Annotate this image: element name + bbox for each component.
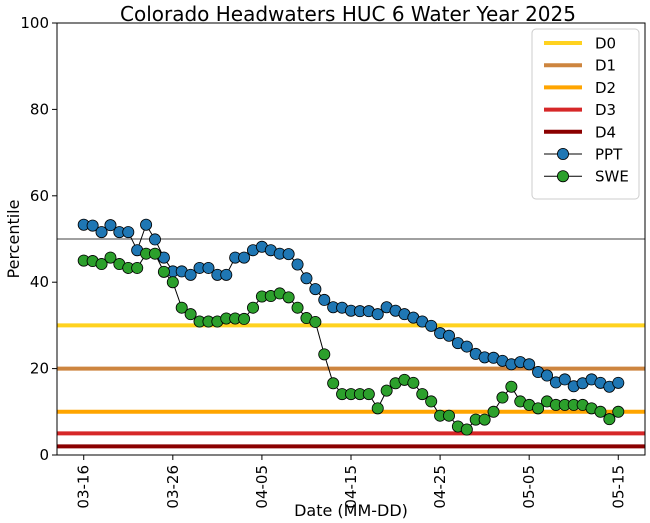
y-tick-label: 0 <box>39 446 49 464</box>
legend-swatch-marker-swe <box>557 170 570 183</box>
data-point-ppt <box>425 319 438 332</box>
data-point-swe <box>362 388 375 401</box>
data-point-ppt <box>122 226 135 239</box>
x-axis-label: Date (MM-DD) <box>294 501 408 520</box>
y-tick-label: 100 <box>20 14 49 32</box>
data-point-swe <box>238 312 251 325</box>
x-tick-label: 03-26 <box>164 465 182 509</box>
data-point-swe <box>612 405 625 418</box>
data-point-swe <box>442 409 455 422</box>
data-point-ppt <box>95 226 108 239</box>
data-point-ppt <box>140 218 153 231</box>
data-point-swe <box>603 413 616 426</box>
legend-label-d0: D0 <box>595 35 616 53</box>
y-tick-label: 60 <box>30 187 49 205</box>
data-point-ppt <box>202 261 215 274</box>
data-point-ppt <box>371 308 384 321</box>
data-point-swe <box>460 423 473 436</box>
data-point-swe <box>104 251 117 264</box>
y-tick-label: 20 <box>30 360 49 378</box>
data-point-swe <box>371 402 384 415</box>
data-point-swe <box>505 380 518 393</box>
data-point-ppt <box>300 272 313 285</box>
data-point-ppt <box>318 293 331 306</box>
data-point-ppt <box>309 283 322 296</box>
data-point-swe <box>594 405 607 418</box>
data-point-swe <box>175 301 188 314</box>
data-point-swe <box>309 315 322 328</box>
legend-label-ppt: PPT <box>595 146 623 164</box>
data-point-swe <box>95 258 108 271</box>
data-point-swe <box>478 413 491 426</box>
data-point-swe <box>407 376 420 389</box>
x-tick-label: 04-15 <box>342 465 360 509</box>
data-point-ppt <box>282 248 295 261</box>
plot-area <box>57 218 645 449</box>
data-point-swe <box>184 308 197 321</box>
legend-label-d1: D1 <box>595 57 616 75</box>
data-point-ppt <box>184 268 197 281</box>
data-point-swe <box>416 388 429 401</box>
data-point-swe <box>380 384 393 397</box>
y-axis-label: Percentile <box>4 200 23 279</box>
legend-label-d4: D4 <box>595 123 616 141</box>
data-point-swe <box>318 348 331 361</box>
data-point-ppt <box>104 219 117 232</box>
data-point-swe <box>157 265 170 278</box>
legend-swatch-marker-ppt <box>557 147 570 160</box>
data-point-swe <box>131 261 144 274</box>
chart-title: Colorado Headwaters HUC 6 Water Year 202… <box>120 2 576 26</box>
data-point-ppt <box>558 373 571 386</box>
data-point-ppt <box>291 258 304 271</box>
data-point-ppt <box>86 219 99 232</box>
data-point-ppt <box>220 268 233 281</box>
data-point-swe <box>282 291 295 304</box>
data-point-swe <box>532 402 545 415</box>
data-point-ppt <box>148 233 161 246</box>
data-point-swe <box>148 247 161 260</box>
data-point-swe <box>291 301 304 314</box>
x-tick-label: 04-25 <box>431 465 449 509</box>
x-tick-label: 03-16 <box>75 465 93 509</box>
data-point-ppt <box>238 251 251 264</box>
data-point-ppt <box>541 369 554 382</box>
legend: D0 D1 D2 D3 D4 PPT SWE <box>531 28 640 200</box>
data-point-ppt <box>523 358 536 371</box>
data-point-swe <box>327 377 340 390</box>
y-tick-label: 80 <box>30 100 49 118</box>
data-point-ppt <box>460 340 473 353</box>
data-point-swe <box>246 301 259 314</box>
legend-label-swe: SWE <box>595 168 629 186</box>
x-tick-label: 04-05 <box>253 465 271 509</box>
data-point-swe <box>487 405 500 418</box>
x-tick-label: 05-05 <box>520 465 538 509</box>
data-point-swe <box>166 276 179 289</box>
y-tick-label: 40 <box>30 273 49 291</box>
legend-label-d2: D2 <box>595 79 616 97</box>
x-tick-label: 05-15 <box>609 465 627 509</box>
data-point-ppt <box>612 376 625 389</box>
data-point-ppt <box>442 329 455 342</box>
legend-label-d3: D3 <box>595 101 616 119</box>
data-point-swe <box>496 391 509 404</box>
data-point-swe <box>425 395 438 408</box>
axes: 0 20 40 60 80 100 03-16 03-26 04-05 04-15 04-25 05-… <box>20 14 627 509</box>
